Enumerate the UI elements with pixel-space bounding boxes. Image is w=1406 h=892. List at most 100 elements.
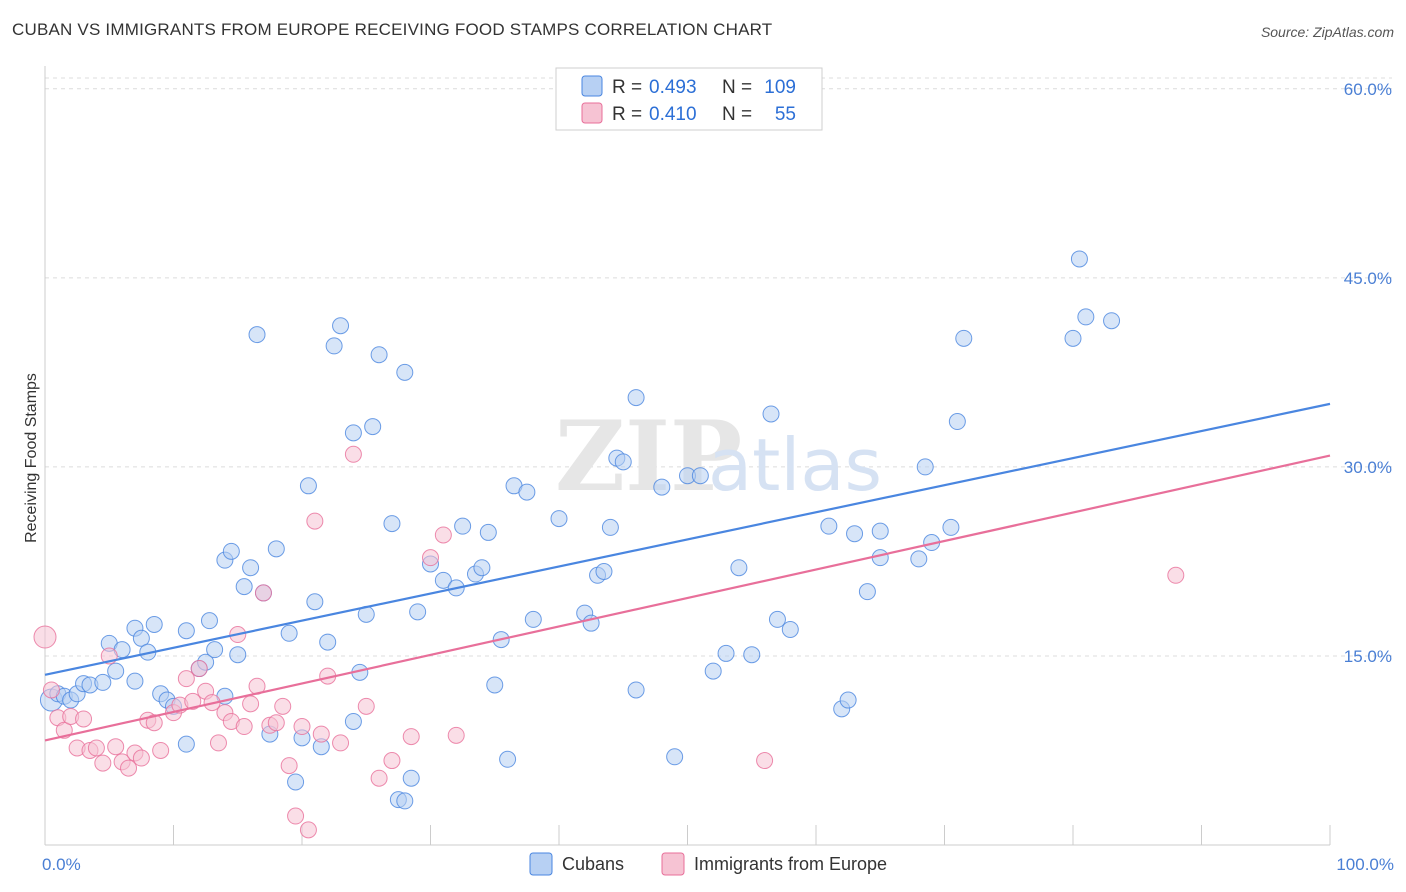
point-europe bbox=[75, 710, 93, 728]
point-europe bbox=[87, 739, 105, 757]
point-cubans bbox=[479, 523, 497, 541]
point-cubans bbox=[518, 483, 536, 501]
point-cubans bbox=[910, 550, 928, 568]
point-cubans bbox=[550, 510, 568, 528]
point-cubans bbox=[846, 525, 864, 543]
x-tick-label: 0.0% bbox=[42, 855, 81, 874]
point-cubans bbox=[499, 750, 517, 768]
point-europe bbox=[152, 741, 170, 759]
point-europe bbox=[42, 681, 60, 699]
point-cubans bbox=[1064, 329, 1082, 347]
point-cubans bbox=[627, 389, 645, 407]
y-tick-label: 60.0% bbox=[1344, 80, 1392, 99]
point-cubans bbox=[396, 363, 414, 381]
point-europe bbox=[422, 549, 439, 567]
legend-swatch-europe bbox=[581, 102, 603, 124]
point-cubans bbox=[267, 540, 285, 558]
point-europe bbox=[434, 526, 452, 544]
point-cubans bbox=[942, 518, 960, 536]
legend-n-value-2: 55 bbox=[775, 104, 796, 125]
point-cubans bbox=[177, 735, 195, 753]
y-axis-label: Receiving Food Stamps bbox=[23, 373, 40, 543]
point-cubans bbox=[280, 624, 298, 642]
point-cubans bbox=[344, 424, 362, 442]
point-cubans bbox=[229, 646, 247, 664]
point-europe bbox=[1167, 566, 1185, 584]
point-cubans bbox=[454, 517, 472, 535]
legend-r-label-2: R = bbox=[612, 104, 642, 125]
point-cubans bbox=[364, 418, 382, 436]
point-europe bbox=[267, 714, 285, 732]
trend-line-cubans bbox=[44, 402, 1331, 676]
point-cubans bbox=[132, 629, 150, 647]
point-europe bbox=[120, 759, 138, 777]
point-cubans bbox=[858, 583, 876, 601]
point-cubans bbox=[781, 620, 799, 638]
y-tick-label: 45.0% bbox=[1344, 269, 1392, 288]
point-cubans bbox=[1077, 308, 1095, 326]
chart-title: CUBAN VS IMMIGRANTS FROM EUROPE RECEIVIN… bbox=[12, 20, 773, 39]
bottom-legend-swatch-europe bbox=[661, 852, 685, 876]
series-legend: Cubans Immigrants from Europe bbox=[529, 852, 887, 876]
point-europe bbox=[357, 697, 375, 715]
point-cubans bbox=[730, 559, 748, 577]
point-cubans bbox=[200, 612, 218, 630]
point-cubans bbox=[344, 712, 362, 730]
point-europe bbox=[33, 625, 57, 649]
source-label: Source: ZipAtlas.com bbox=[1260, 24, 1394, 40]
point-europe bbox=[402, 728, 420, 746]
point-europe bbox=[447, 726, 465, 744]
point-cubans bbox=[370, 346, 388, 364]
point-cubans bbox=[383, 515, 401, 533]
point-europe bbox=[94, 754, 112, 772]
point-cubans bbox=[768, 610, 786, 628]
legend-swatch-cubans bbox=[581, 75, 603, 97]
point-cubans bbox=[242, 559, 260, 577]
point-europe bbox=[145, 714, 163, 732]
watermark-zip: ZIP bbox=[555, 400, 742, 513]
watermark-atlas: atlas bbox=[708, 423, 882, 507]
point-cubans bbox=[126, 672, 144, 690]
point-cubans bbox=[248, 326, 266, 344]
point-cubans bbox=[319, 633, 337, 651]
legend-r-label-1: R = bbox=[612, 77, 642, 98]
point-cubans bbox=[299, 477, 317, 495]
point-cubans bbox=[916, 458, 934, 476]
legend-n-label-1: N = bbox=[722, 77, 752, 98]
point-europe bbox=[177, 670, 195, 688]
point-cubans bbox=[627, 681, 645, 699]
point-europe bbox=[293, 718, 311, 736]
point-cubans bbox=[145, 615, 163, 633]
point-cubans bbox=[222, 542, 240, 560]
point-europe bbox=[756, 752, 774, 770]
legend-n-label-2: N = bbox=[722, 104, 752, 125]
point-cubans bbox=[325, 337, 343, 355]
trend-lines bbox=[44, 402, 1331, 742]
point-cubans bbox=[409, 603, 427, 621]
point-cubans bbox=[206, 641, 224, 659]
point-europe bbox=[344, 445, 362, 463]
point-cubans bbox=[955, 329, 973, 347]
stats-legend: R = 0.493 N = 109 R = 0.410 N = 55 bbox=[555, 67, 823, 131]
point-cubans bbox=[762, 405, 780, 423]
legend-n-value-1: 109 bbox=[764, 77, 796, 98]
point-europe bbox=[306, 512, 324, 530]
point-europe bbox=[383, 752, 401, 770]
tick-labels: 15.0% 30.0% 45.0% 60.0% 0.0% 100.0% bbox=[42, 80, 1394, 874]
legend-r-value-1: 0.493 bbox=[649, 77, 697, 98]
point-europe bbox=[312, 725, 330, 743]
point-cubans bbox=[524, 610, 542, 628]
point-europe bbox=[190, 660, 208, 678]
point-cubans bbox=[473, 559, 491, 577]
point-cubans bbox=[614, 453, 632, 471]
point-cubans bbox=[94, 673, 112, 691]
trend-line-europe bbox=[44, 454, 1331, 742]
point-europe bbox=[107, 738, 125, 756]
point-cubans bbox=[595, 563, 613, 581]
point-europe bbox=[299, 821, 317, 839]
point-cubans bbox=[107, 662, 125, 680]
point-europe bbox=[280, 757, 298, 775]
point-cubans bbox=[871, 549, 889, 567]
point-europe bbox=[370, 769, 388, 787]
point-cubans bbox=[704, 662, 722, 680]
